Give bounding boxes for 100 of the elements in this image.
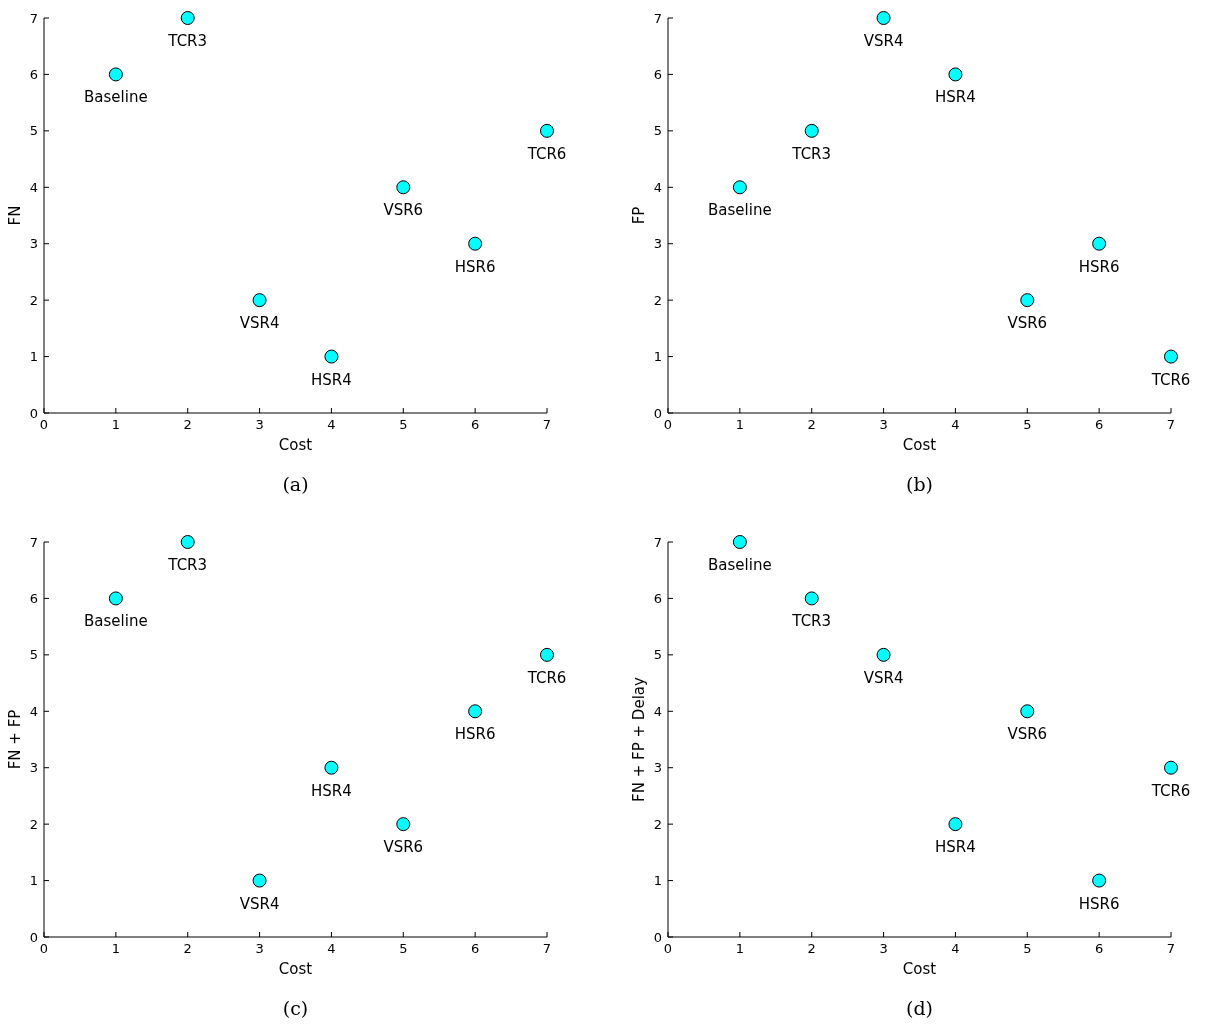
y-tick-label: 1 [29,349,38,365]
x-tick-label: 7 [1166,941,1176,956]
x-tick-label: 4 [327,941,336,956]
y-axis-title: FP [630,206,648,225]
x-axis-title: Cost [902,960,937,978]
x-tick-label: 2 [183,941,192,956]
point [540,647,554,662]
x-tick-label: 4 [951,417,960,432]
point [876,647,891,662]
annotation: TCR3 [167,556,208,574]
annotation: VSR6 [1007,725,1048,744]
x-tick-label: 0 [663,417,673,432]
x-tick-label: 6 [471,941,480,956]
y-tick-label: 1 [653,873,662,889]
annotation: VSR6 [383,201,424,220]
x-tick-label: 5 [1023,941,1032,956]
annotation: VSR6 [383,838,424,857]
y-tick-label: 7 [653,534,662,550]
x-tick-label: 7 [1166,417,1176,432]
point [396,817,411,832]
point [252,873,267,888]
y-tick-label: 1 [653,349,662,365]
x-tick-label: 1 [111,941,120,956]
y-tick-label: 0 [653,405,662,421]
y-tick-label: 3 [653,760,662,776]
point [468,236,483,251]
annotation: TCR6 [526,668,567,687]
point [948,67,963,82]
x-tick-label: 1 [735,417,744,432]
point [540,123,554,138]
x-tick-label: 6 [1095,941,1104,956]
x-tick-label: 4 [327,417,336,432]
x-tick-label: 0 [39,941,49,956]
annotation: TCR6 [1150,781,1191,800]
x-tick-label: 6 [471,417,480,432]
text: (a) [282,473,309,495]
y-tick-label: 3 [653,236,662,252]
x-tick-label: 1 [111,417,120,432]
x-tick-label: 5 [399,941,408,956]
point [732,180,747,195]
x-tick-label: 0 [39,417,49,432]
point [1092,873,1107,888]
point [804,123,819,138]
y-tick-label: 3 [29,760,38,776]
annotation: TCR3 [791,612,832,631]
x-axis-title: Cost [278,436,313,454]
y-tick-label: 5 [29,647,38,663]
point [948,817,963,832]
y-tick-label: 6 [653,590,662,606]
annotation: Baseline [84,88,148,107]
y-tick-label: 1 [29,873,38,889]
point [252,293,267,308]
x-axis-title: Cost [278,960,313,978]
annotation: HSR6 [454,725,496,744]
text: (b) [906,473,933,495]
y-axis-title: FN + FP + Delay [630,677,648,802]
y-tick-label: 4 [653,703,662,719]
y-tick-label: 2 [653,292,662,308]
y-tick-label: 5 [653,123,662,139]
x-tick-label: 3 [879,417,888,432]
x-tick-label: 2 [807,941,816,956]
y-tick-label: 7 [29,534,38,550]
point [324,760,339,775]
x-tick-label: 3 [255,941,264,956]
y-tick-label: 4 [29,703,38,719]
annotation: Baseline [708,201,772,220]
x-tick-label: 2 [807,417,816,432]
annotation: HSR6 [1078,257,1120,276]
annotation: HSR4 [935,838,976,857]
point [180,535,195,549]
point [396,180,411,195]
annotation: TCR6 [526,144,567,163]
y-tick-label: 4 [653,179,662,195]
y-tick-label: 3 [29,236,38,252]
point [324,349,339,364]
y-axis-title: FN [6,205,24,226]
x-tick-label: 6 [1095,417,1104,432]
y-tick-label: 0 [29,929,38,945]
x-tick-label: 7 [542,941,552,956]
x-tick-label: 4 [951,941,960,956]
text: (d) [906,997,933,1019]
x-tick-label: 5 [399,417,408,432]
x-tick-label: 2 [183,417,192,432]
point [876,11,891,25]
point [468,704,483,719]
x-tick-label: 5 [1023,417,1032,432]
y-tick-label: 5 [653,647,662,663]
y-tick-label: 5 [29,123,38,139]
annotation: VSR4 [863,32,904,50]
y-tick-label: 6 [29,590,38,606]
point [1164,349,1178,364]
annotation: VSR4 [863,668,904,687]
y-tick-label: 2 [29,292,38,308]
text: (c) [282,997,309,1019]
x-tick-label: 3 [879,941,888,956]
annotation: HSR4 [311,781,352,800]
x-tick-label: 0 [663,941,673,956]
x-tick-label: 3 [255,417,264,432]
annotation: TCR3 [791,144,832,163]
annotation: HSR6 [454,257,496,276]
